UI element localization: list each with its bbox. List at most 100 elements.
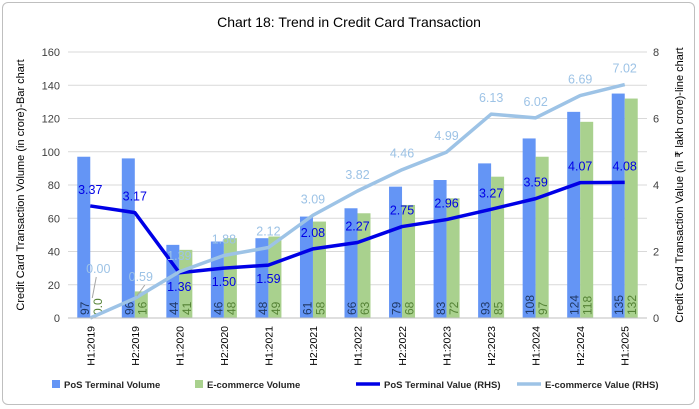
x-tick-label: H1:2022 [353, 326, 365, 366]
x-tick-label: H2:2023 [486, 326, 498, 366]
bar-data-label: 93 [479, 301, 493, 315]
line-data-label: 2.96 [434, 197, 458, 211]
line-data-label: 4.99 [434, 129, 458, 143]
y-tick-label: 80 [48, 180, 60, 192]
x-tick-label: H1:2019 [85, 326, 97, 366]
bar-data-label: 96 [122, 301, 136, 315]
y2-tick-label: 8 [653, 47, 659, 59]
bar-data-label: 118 [581, 296, 595, 315]
line-data-label: 1.59 [256, 272, 280, 286]
bar-ecommerce [268, 236, 282, 318]
bar-pos [389, 186, 403, 318]
line-data-label: 4.46 [390, 147, 414, 161]
line-data-label: 1.39 [167, 249, 191, 263]
bar-pos [433, 180, 447, 318]
bar-data-label: 97 [78, 301, 92, 315]
y-axis-label: Credit Card Transaction Volume (in crore… [15, 59, 27, 310]
line-data-label: 3.59 [523, 176, 547, 190]
bar-data-label: 68 [403, 301, 417, 315]
line-data-label: 1.50 [212, 275, 236, 289]
legend-swatch [52, 380, 60, 388]
line-data-label: 7.02 [613, 62, 637, 76]
line-data-label: 3.82 [345, 168, 369, 182]
bar-ecommerce [402, 204, 416, 318]
bar-data-label: 49 [269, 301, 283, 315]
line-data-label: 2.12 [256, 225, 280, 239]
bar-data-label: 85 [492, 301, 506, 315]
x-tick-label: H1:2025 [620, 326, 632, 366]
line-data-label: 2.08 [301, 226, 325, 240]
legend-label: PoS Terminal Value (RHS) [384, 380, 501, 391]
y2-tick-label: 4 [653, 180, 659, 192]
line-data-label: 1.36 [167, 280, 191, 294]
bar-pos [478, 163, 492, 318]
legend-label: PoS Terminal Volume [64, 380, 160, 391]
legend-label: E-commerce Volume [207, 380, 300, 391]
line-data-label: 6.13 [479, 91, 503, 105]
line-data-label: 6.69 [568, 73, 592, 87]
bar-data-label: 16 [135, 301, 149, 315]
bar-pos [299, 216, 313, 318]
x-tick-label: H1:2023 [442, 326, 454, 366]
x-tick-label: H1:2020 [174, 326, 186, 366]
bar-data-label: 124 [568, 295, 582, 315]
bar-data-label: 63 [358, 301, 372, 315]
x-tick-label: H2:2024 [575, 326, 587, 366]
bar-data-label: 132 [625, 295, 639, 315]
y-tick-label: 60 [48, 213, 60, 225]
bar-ecommerce [312, 221, 326, 318]
line-data-label: 6.02 [523, 95, 547, 109]
bar-ecommerce [223, 238, 237, 318]
legend-label: E-commerce Value (RHS) [545, 380, 659, 391]
y2-tick-label: 0 [653, 313, 659, 325]
y2-axis-label: Credit Card Transaction Value (in ₹ lakh… [674, 47, 686, 322]
line-data-label: 2.27 [345, 220, 369, 234]
line-data-label: 3.27 [479, 186, 503, 200]
bar-data-label: 72 [447, 301, 461, 315]
x-tick-label: H2:2021 [308, 326, 320, 366]
bar-pos [77, 156, 91, 318]
line-data-label: 3.37 [78, 183, 102, 197]
bar-data-label: 83 [434, 301, 448, 315]
y-tick-label: 120 [42, 114, 60, 126]
bar-ecommerce [580, 121, 594, 318]
bar-data-label: 135 [612, 295, 626, 315]
bar-data-label: 44 [167, 301, 181, 315]
bar-data-label: 48 [256, 301, 270, 315]
bar-pos [522, 138, 536, 318]
chart-frame [2, 2, 695, 405]
bar-data-label: 79 [390, 301, 404, 315]
bar-data-label: 97 [536, 301, 550, 315]
bar-data-label: 61 [300, 301, 314, 315]
bar-data-label: 48 [224, 301, 238, 315]
y2-tick-label: 2 [653, 247, 659, 259]
line-ecommerce-value [89, 82, 626, 320]
bar-pos [567, 111, 581, 318]
bar-data-label: 46 [211, 301, 225, 315]
leader-line [136, 284, 146, 297]
y2-tick-label: 6 [653, 114, 659, 126]
y-tick-label: 160 [42, 47, 60, 59]
bar-ecommerce [491, 176, 505, 318]
bar-data-label: 41 [180, 301, 194, 315]
line-data-label: 2.75 [390, 204, 414, 218]
bar-pos [255, 238, 269, 318]
x-tick-label: H2:2019 [130, 326, 142, 366]
y-tick-label: 20 [48, 280, 60, 292]
chart-title: Chart 18: Trend in Credit Card Transacti… [217, 14, 481, 30]
bar-ecommerce [446, 198, 460, 318]
line-data-label: 4.08 [613, 159, 637, 173]
line-data-label: 3.17 [123, 190, 147, 204]
y-tick-label: 40 [48, 247, 60, 259]
y-tick-label: 100 [42, 147, 60, 159]
line-data-label: 1.88 [212, 232, 236, 246]
line-data-label: 0.59 [129, 270, 153, 284]
x-tick-label: H2:2020 [219, 326, 231, 366]
legend-swatch [195, 380, 203, 388]
x-tick-label: H2:2022 [397, 326, 409, 366]
line-data-label: 4.07 [568, 160, 592, 174]
y-tick-label: 0 [54, 313, 60, 325]
bar-pos [121, 158, 135, 318]
